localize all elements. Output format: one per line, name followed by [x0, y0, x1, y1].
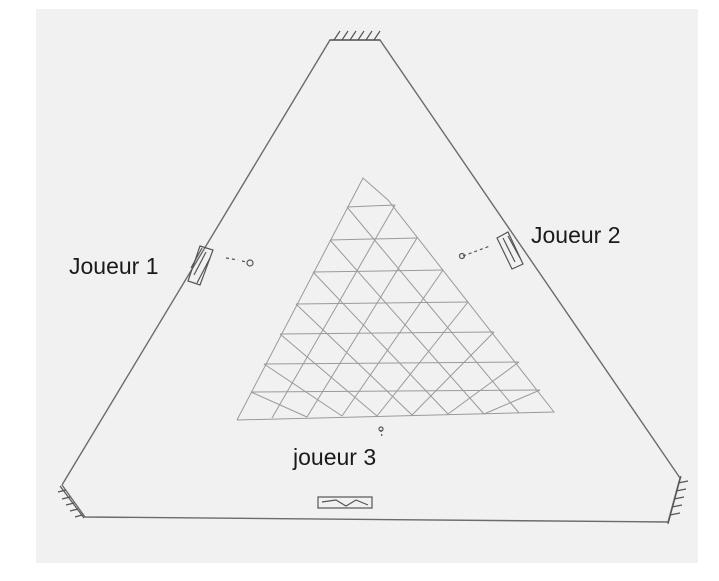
player-1-paddle: [187, 245, 254, 286]
bottom-right-anchor-hatch: [667, 475, 689, 525]
player-3-paddle: [317, 426, 384, 509]
paper-sheet: [36, 9, 698, 563]
player-1-label: Joueur 1: [69, 253, 159, 279]
player-2-paddle: [458, 231, 524, 270]
player-2-label: Joueur 2: [531, 222, 621, 248]
triangle-grid-board: [236, 177, 556, 421]
player-3-label: joueur 3: [293, 444, 377, 470]
top-anchor-hatch: [330, 30, 381, 41]
bottom-left-anchor-hatch: [57, 485, 85, 519]
